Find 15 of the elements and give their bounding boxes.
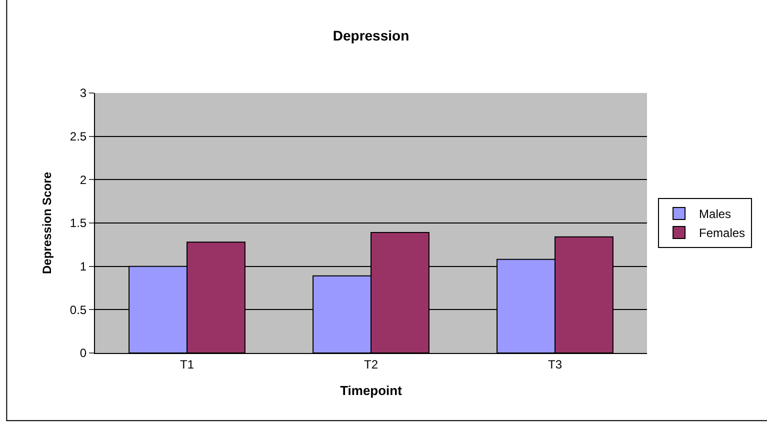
y-tick-label: 3 (80, 86, 87, 100)
x-tick-label: T3 (548, 357, 562, 372)
y-tick-label: 2 (80, 172, 87, 187)
legend-label: Females (699, 226, 746, 240)
x-tick-label: T1 (180, 357, 194, 372)
y-tick-label: 1.5 (70, 216, 87, 230)
chart-title: Depression (332, 27, 410, 44)
x-axis-title: Timepoint (340, 383, 403, 398)
y-axis-title: Depression Score (40, 172, 54, 274)
y-tick-label: 0.5 (70, 302, 87, 317)
y-tick-label: 0 (80, 346, 87, 360)
y-tick-label: 2.5 (70, 130, 87, 144)
legend-label: Males (699, 207, 732, 222)
y-tick-label: 1 (80, 260, 87, 274)
x-tick-label: T2 (364, 357, 378, 372)
